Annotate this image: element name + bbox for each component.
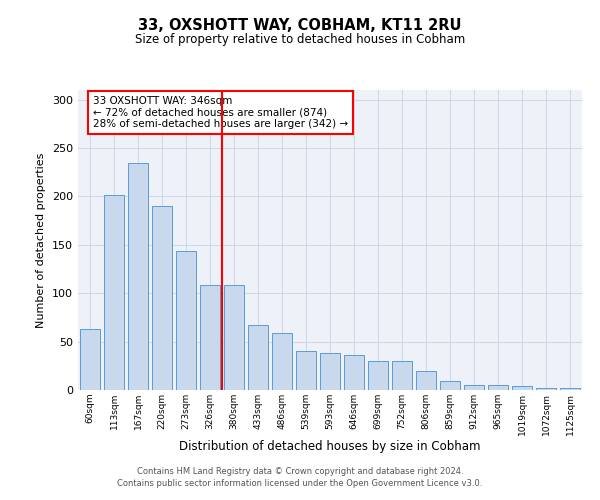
Bar [560,388,580,390]
Text: 33, OXSHOTT WAY, COBHAM, KT11 2RU: 33, OXSHOTT WAY, COBHAM, KT11 2RU [138,18,462,32]
Y-axis label: Number of detached properties: Number of detached properties [37,152,46,328]
Bar [224,286,244,390]
Bar [296,352,316,390]
Bar [440,382,460,390]
Bar [416,370,436,390]
Bar [248,325,268,390]
Bar [128,162,148,390]
Text: Contains public sector information licensed under the Open Government Licence v3: Contains public sector information licen… [118,478,482,488]
Bar [152,206,172,390]
Bar [368,361,388,390]
Text: 33 OXSHOTT WAY: 346sqm
← 72% of detached houses are smaller (874)
28% of semi-de: 33 OXSHOTT WAY: 346sqm ← 72% of detached… [93,96,348,129]
Text: Size of property relative to detached houses in Cobham: Size of property relative to detached ho… [135,32,465,46]
Bar [272,333,292,390]
Bar [488,385,508,390]
Bar [320,353,340,390]
Bar [104,196,124,390]
Bar [464,385,484,390]
Text: Contains HM Land Registry data © Crown copyright and database right 2024.: Contains HM Land Registry data © Crown c… [137,467,463,476]
Bar [80,329,100,390]
Bar [176,250,196,390]
Bar [536,388,556,390]
Bar [200,286,220,390]
Bar [344,355,364,390]
X-axis label: Distribution of detached houses by size in Cobham: Distribution of detached houses by size … [179,440,481,454]
Bar [512,386,532,390]
Bar [392,361,412,390]
